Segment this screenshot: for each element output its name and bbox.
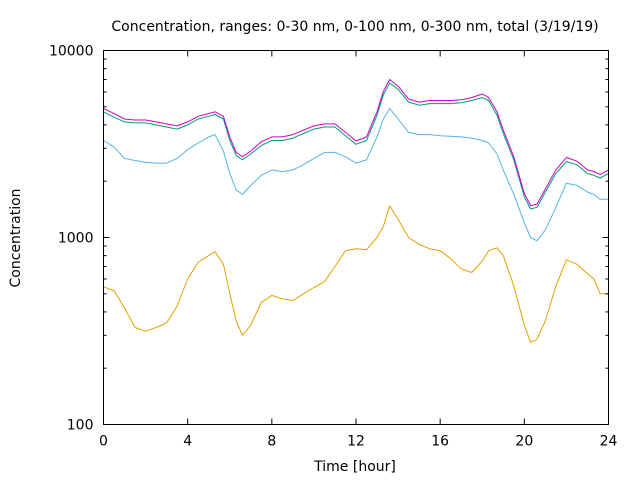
x-tick-label: 0 xyxy=(99,434,108,450)
series-line-0-300-nm xyxy=(103,82,609,210)
x-tick-label: 4 xyxy=(183,434,192,450)
x-axis-label: Time [hour] xyxy=(313,459,396,475)
x-tick-label: 16 xyxy=(431,434,449,450)
chart-title: Concentration, ranges: 0-30 nm, 0-100 nm… xyxy=(111,19,598,35)
x-tick-label: 12 xyxy=(347,434,365,450)
x-tick-label: 20 xyxy=(515,434,533,450)
series-line-total xyxy=(103,79,609,207)
ticks-layer: 0 4 8 12 16 20 24 100 1000 10000 xyxy=(49,44,618,450)
y-tick-label: 1000 xyxy=(58,231,94,247)
x-tick-label: 8 xyxy=(267,434,276,450)
x-tick-label: 24 xyxy=(600,434,618,450)
series-layer xyxy=(103,79,609,343)
y-tick-label: 100 xyxy=(67,418,94,434)
y-tick-label: 10000 xyxy=(49,44,94,60)
y-axis-label: Concentration xyxy=(8,188,24,287)
plot-frame xyxy=(103,50,609,425)
series-line-0-30-nm xyxy=(103,205,609,343)
series-line-0-100-nm xyxy=(103,107,609,242)
